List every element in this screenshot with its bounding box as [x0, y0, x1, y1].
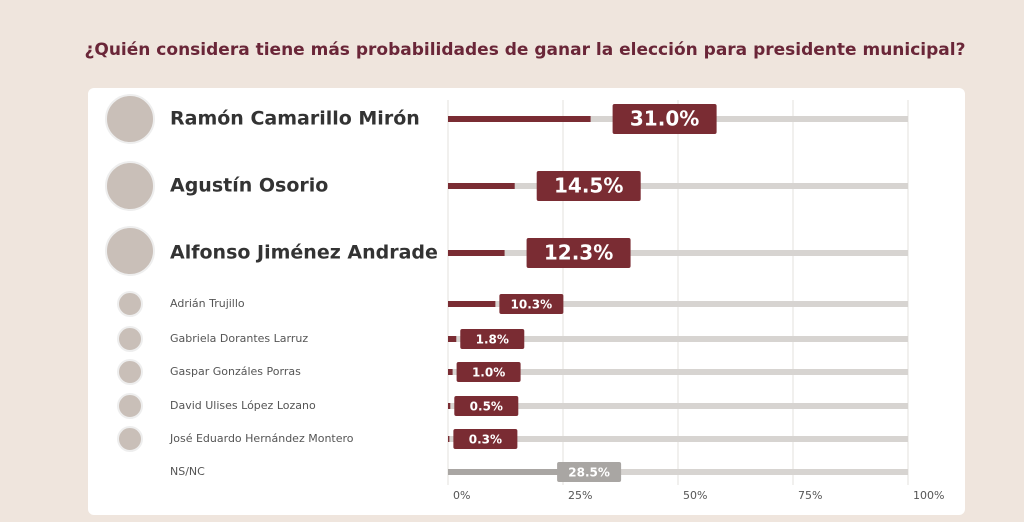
- avatar: [117, 326, 143, 352]
- value-label: 12.3%: [544, 241, 613, 265]
- value-label-box: [460, 329, 525, 349]
- x-tick-label: 0%: [453, 489, 470, 502]
- value-label-box: [557, 462, 622, 482]
- value-label: 14.5%: [554, 174, 623, 198]
- value-label-box: [454, 396, 519, 416]
- value-label: 28.5%: [568, 466, 610, 480]
- value-label-box: [456, 362, 521, 382]
- avatar: [105, 161, 155, 211]
- bar-track: [448, 469, 908, 475]
- avatar: [105, 94, 155, 144]
- category-label: Agustín Osorio: [170, 175, 328, 197]
- bar: [448, 183, 515, 189]
- x-tick-label: 25%: [568, 489, 592, 502]
- value-label: 1.8%: [476, 333, 509, 347]
- bar: [448, 301, 496, 307]
- value-label-box: [453, 429, 518, 449]
- bar: [448, 250, 505, 256]
- avatar: [117, 393, 143, 419]
- avatar: [105, 226, 155, 276]
- bar-track: [448, 403, 908, 409]
- value-label-box: [526, 238, 631, 268]
- bar: [448, 369, 453, 375]
- bar-track: [448, 336, 908, 342]
- category-label: Gaspar Gonzáles Porras: [170, 365, 301, 378]
- avatar: [117, 291, 143, 317]
- bar-track: [448, 436, 908, 442]
- category-label: Gabriela Dorantes Larruz: [170, 332, 308, 345]
- bar: [448, 116, 591, 122]
- avatars: [105, 94, 155, 452]
- value-label: 31.0%: [630, 107, 699, 131]
- category-label: David Ulises López Lozano: [170, 399, 316, 412]
- bar: [448, 436, 450, 442]
- x-tick-label: 50%: [683, 489, 707, 502]
- category-label: José Eduardo Hernández Montero: [169, 432, 354, 445]
- bar: [448, 403, 451, 409]
- chart-title: ¿Quién considera tiene más probabilidade…: [85, 40, 966, 60]
- x-tick-label: 100%: [913, 489, 944, 502]
- bar-track: [448, 183, 908, 189]
- value-label-box: [499, 294, 564, 314]
- value-label: 0.5%: [470, 400, 503, 414]
- avatar: [117, 426, 143, 452]
- x-tick-label: 75%: [798, 489, 822, 502]
- value-label-box: [612, 104, 717, 134]
- bar-track: [448, 369, 908, 375]
- category-label: Alfonso Jiménez Andrade: [170, 242, 438, 264]
- category-label: Adrián Trujillo: [170, 297, 245, 310]
- value-label-box: [536, 171, 641, 201]
- bar-track: [448, 301, 908, 307]
- category-label: NS/NC: [170, 465, 205, 478]
- bar-track: [448, 250, 908, 256]
- category-label: Ramón Camarillo Mirón: [170, 108, 420, 130]
- value-label: 1.0%: [472, 366, 505, 380]
- value-label: 0.3%: [469, 433, 502, 447]
- bar: [448, 469, 580, 475]
- bar: [448, 336, 457, 342]
- value-label: 10.3%: [511, 298, 553, 312]
- avatar: [117, 359, 143, 385]
